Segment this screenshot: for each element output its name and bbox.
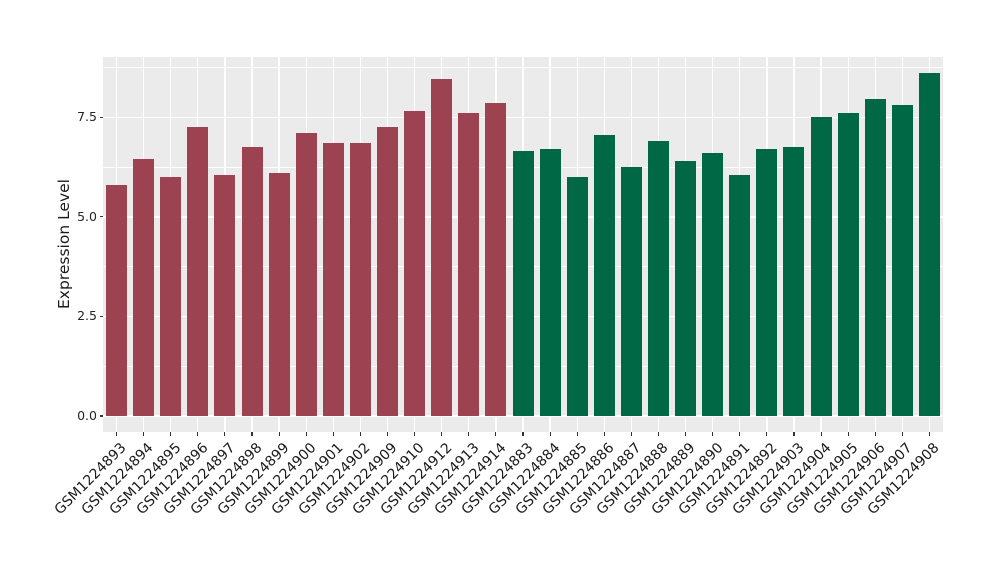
x-tick-mark bbox=[793, 432, 795, 436]
y-tick-mark bbox=[99, 415, 103, 417]
bar-GSM1224905 bbox=[837, 113, 859, 416]
bar-GSM1224901 bbox=[322, 143, 344, 416]
bar-GSM1224893 bbox=[106, 185, 128, 416]
bar-GSM1224885 bbox=[566, 177, 588, 416]
bar-GSM1224913 bbox=[458, 113, 480, 416]
bar-GSM1224897 bbox=[214, 175, 236, 416]
x-tick-mark bbox=[522, 432, 524, 436]
y-tick-label: 2.5 bbox=[77, 308, 97, 324]
x-tick-mark bbox=[820, 432, 822, 436]
bar-GSM1224899 bbox=[268, 173, 290, 416]
x-tick-mark bbox=[847, 432, 849, 436]
bar-GSM1224907 bbox=[891, 105, 913, 416]
x-tick-mark bbox=[359, 432, 361, 436]
bar-GSM1224886 bbox=[593, 135, 615, 416]
x-tick-mark bbox=[332, 432, 334, 436]
bar-GSM1224909 bbox=[377, 127, 399, 416]
x-tick-mark bbox=[712, 432, 714, 436]
bar-GSM1224906 bbox=[864, 99, 886, 416]
x-tick-mark bbox=[603, 432, 605, 436]
y-tick-mark bbox=[99, 116, 103, 118]
x-tick-mark bbox=[766, 432, 768, 436]
bar-GSM1224898 bbox=[241, 147, 263, 416]
x-tick-mark bbox=[549, 432, 551, 436]
bar-GSM1224889 bbox=[675, 161, 697, 416]
x-tick-mark bbox=[251, 432, 253, 436]
x-tick-mark bbox=[901, 432, 903, 436]
bar-GSM1224883 bbox=[512, 151, 534, 416]
x-tick-mark bbox=[739, 432, 741, 436]
bar-GSM1224902 bbox=[349, 143, 371, 416]
x-tick-mark bbox=[576, 432, 578, 436]
x-tick-mark bbox=[874, 432, 876, 436]
bar-GSM1224908 bbox=[918, 73, 940, 416]
bar-GSM1224896 bbox=[187, 127, 209, 416]
bar-GSM1224884 bbox=[539, 149, 561, 416]
y-tick-mark bbox=[99, 216, 103, 218]
x-tick-mark bbox=[115, 432, 118, 436]
bar-GSM1224904 bbox=[810, 117, 832, 416]
bar-GSM1224912 bbox=[431, 79, 453, 416]
x-tick-mark bbox=[928, 432, 930, 436]
bar-GSM1224903 bbox=[783, 147, 805, 416]
x-tick-mark bbox=[630, 432, 632, 436]
x-tick-mark bbox=[197, 432, 199, 436]
bar-GSM1224890 bbox=[702, 153, 724, 416]
plot-panel bbox=[103, 57, 943, 432]
x-tick-mark bbox=[386, 432, 389, 436]
bar-GSM1224887 bbox=[620, 167, 642, 416]
y-tick-label: 5.0 bbox=[77, 208, 97, 224]
x-tick-mark bbox=[657, 432, 660, 436]
x-tick-mark bbox=[305, 432, 307, 436]
x-tick-mark bbox=[143, 432, 145, 436]
y-tick-label: 7.5 bbox=[77, 109, 97, 125]
x-tick-mark bbox=[414, 432, 416, 436]
x-tick-mark bbox=[468, 432, 470, 436]
bar-GSM1224891 bbox=[729, 175, 751, 416]
x-tick-mark bbox=[224, 432, 226, 436]
bar-GSM1224910 bbox=[404, 111, 426, 416]
bar-GSM1224888 bbox=[647, 141, 669, 416]
bar-GSM1224914 bbox=[485, 103, 507, 416]
x-tick-mark bbox=[441, 432, 443, 436]
bar-GSM1224894 bbox=[133, 159, 155, 416]
x-tick-mark bbox=[170, 432, 172, 436]
bar-GSM1224895 bbox=[160, 177, 182, 416]
bar-GSM1224900 bbox=[295, 133, 317, 416]
y-tick-label: 0.0 bbox=[77, 408, 97, 423]
bar-GSM1224892 bbox=[756, 149, 778, 416]
x-tick-mark bbox=[278, 432, 280, 436]
y-tick-mark bbox=[99, 315, 103, 317]
y-axis-title-text: Expression Level bbox=[55, 179, 73, 309]
x-tick-mark bbox=[495, 432, 497, 436]
x-tick-mark bbox=[685, 432, 687, 436]
